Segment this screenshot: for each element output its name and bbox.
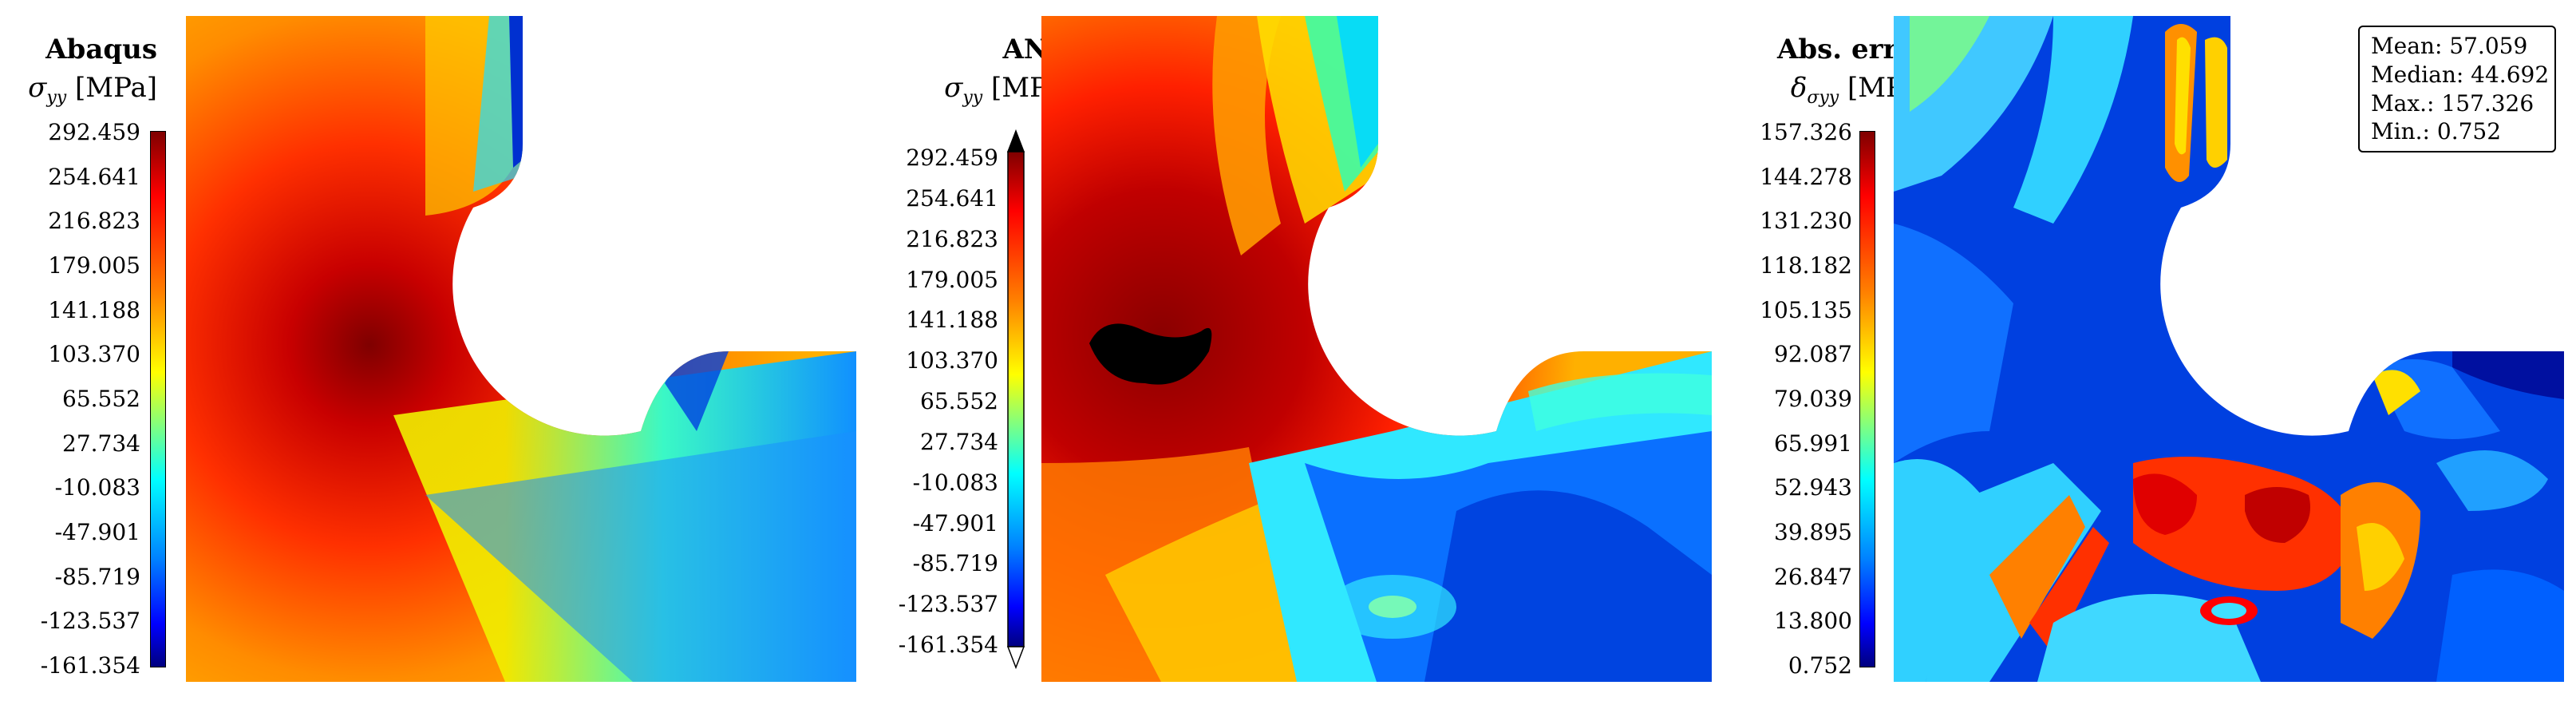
colorbar-tick-label: 254.641 [906,184,998,212]
stat-max: Max.: 157.326 [2371,89,2535,117]
error-field [1894,16,2564,682]
colorbar-tick-label: -123.537 [40,608,140,635]
quantity-subscript: yy [962,87,983,108]
colorbar-tick-label: 39.895 [1774,519,1852,545]
quantity-symbol: σ [28,72,47,104]
panel-abaqus: Abaqus σyy [MPa] 292.459 254.641 216.823 17… [0,0,858,701]
colorbar-tick-label: 179.005 [906,266,998,293]
colorbar-tick-label: 292.459 [906,145,998,171]
colorbar-tick-label: 0.752 [1788,652,1852,679]
colorbar-tick-label: 65.552 [62,386,140,412]
colorbar-tick-label: 65.552 [920,388,998,414]
unit-label: [MPa] [75,72,157,104]
colorbar-tick-label: -85.719 [912,550,998,577]
colorbar-tick-label: 216.823 [906,225,998,252]
quantity-symbol: δ [1790,72,1808,104]
colorbar-tick-label: 27.734 [62,430,140,457]
stat-min: Min.: 0.752 [2371,118,2502,145]
colorbar-tick-label: 157.326 [1760,119,1852,145]
panel-ann: ANN σyy [MPa] 292.459 254.641 216.823 179.0… [858,0,1716,701]
colorbar-tick-label: 79.039 [1774,386,1852,412]
quantity-subscript: yy [46,87,67,108]
colorbar-tick-label: -85.719 [54,563,140,590]
colorbar-tick-label: 13.800 [1774,608,1852,635]
colorbar-tick-label: -10.083 [912,469,998,496]
colorbar-tick-label: 92.087 [1774,341,1852,368]
quantity-symbol: σ [944,72,963,104]
colorbar-tick-label: 179.005 [48,252,140,279]
colorbar-tick-label: -161.354 [40,652,140,679]
colorbar-tick-label: 26.847 [1774,563,1852,590]
colorbar-tick-label: 103.370 [906,347,998,374]
colorbar-tick-label: 144.278 [1760,163,1852,190]
colorbar-tick-label: -10.083 [54,474,140,501]
colorbar-tick-label: -123.537 [898,591,998,618]
colorbar-tick-label: -47.901 [54,519,140,545]
extend-max-arrow [1006,129,1025,152]
stat-mean: Mean: 57.059 [2371,33,2528,59]
colorbar-tick-label: 292.459 [48,119,140,145]
colorbar-tick-label: 118.182 [1760,252,1852,279]
colorbar-tick-label: 52.943 [1774,474,1852,501]
stats-box: Mean: 57.059 Median: 44.692 Max.: 157.32… [2358,26,2556,153]
colorbar-tick-label: 254.641 [48,163,140,190]
colorbar-tick-label: 65.991 [1774,430,1852,457]
colorbar-tick-label: 27.734 [920,428,998,455]
extend-min-arrow [1006,646,1025,670]
colorbar-tick-label: -161.354 [898,632,998,658]
colorbar-tick-label: 216.823 [48,208,140,235]
colorbar-tick-label: 131.230 [1760,208,1852,235]
panel-abs-error: Abs. error δσyy [MPa] 157.326 144.278 131.… [1716,0,2576,701]
colorbar [1007,151,1025,648]
colorbar-tick-label: 141.188 [48,296,140,323]
stress-field-abaqus [186,16,856,682]
colorbar-extend-arrows [1006,129,1025,670]
quantity-label: σyy [MPa] [28,72,157,108]
colorbar-tick-label: 105.135 [1760,296,1852,323]
stat-median: Median: 44.692 [2371,61,2550,88]
colorbar-tick-label: 141.188 [906,307,998,334]
quantity-subscript: σyy [1807,87,1839,108]
stress-field-ann [1041,16,1712,682]
colorbar [150,131,166,667]
panel-title: Abaqus [45,34,157,65]
colorbar-tick-label: -47.901 [912,509,998,537]
colorbar-tick-label: 103.370 [48,341,140,368]
colorbar [1859,131,1875,667]
